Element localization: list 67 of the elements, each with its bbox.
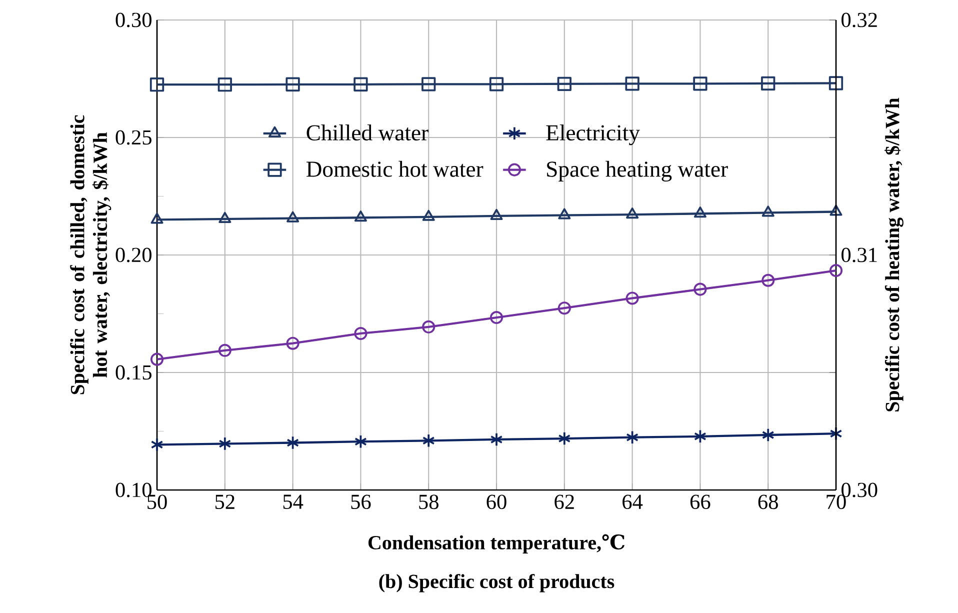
y-tick-label: 0.25 (116, 130, 152, 145)
point (422, 77, 436, 92)
point (354, 77, 368, 92)
x-tick-label: 62 (554, 494, 574, 510)
point (762, 206, 774, 217)
point (761, 76, 776, 91)
point (354, 326, 368, 340)
point (490, 432, 503, 447)
x-tick-label: 56 (351, 494, 371, 510)
legend-label: Electricity (546, 124, 640, 146)
point (694, 206, 706, 218)
point (829, 264, 843, 278)
point (354, 434, 367, 449)
point (490, 310, 504, 324)
point (218, 344, 232, 357)
point (694, 282, 707, 296)
point (286, 211, 300, 222)
y2-tick-label: 0.32 (842, 12, 877, 28)
y-tick-label: 0.15 (116, 365, 152, 380)
point (830, 204, 842, 216)
point (422, 320, 436, 334)
x-tick-label: 68 (758, 494, 778, 510)
y2-tick-label: 0.31 (842, 248, 877, 262)
point (626, 208, 639, 219)
x-tick-label: 58 (419, 494, 438, 510)
point (762, 428, 774, 442)
point (625, 76, 640, 91)
text: (b) Specific cost of products (379, 574, 614, 592)
point (150, 352, 164, 366)
point (830, 426, 842, 441)
point (286, 436, 300, 450)
point (422, 210, 435, 221)
point (218, 436, 232, 451)
point (762, 274, 775, 287)
legend-label: Chilled water (306, 124, 428, 140)
legend-label: Domestic hot water (306, 160, 484, 177)
point (218, 212, 232, 224)
point (422, 434, 435, 448)
x-tick-label: 52 (215, 494, 234, 510)
point (490, 208, 503, 220)
point (626, 430, 639, 444)
point (558, 302, 571, 315)
x-tick-label: 60 (486, 494, 506, 510)
y2-axis-title: Specific cost of heating water, $/kWh (884, 98, 904, 412)
x-tick-label: 54 (283, 494, 304, 509)
point (693, 76, 708, 91)
point (558, 431, 571, 446)
x-tick-label: 66 (690, 494, 710, 510)
point (558, 208, 571, 220)
x-tick-label: 64 (622, 494, 643, 510)
y-tick-label: 0.20 (116, 248, 152, 262)
y-tick-label: 0.30 (116, 12, 152, 28)
x-axis-title: Condensation temperature,℃ (368, 534, 624, 554)
legend-label: Space heating water (547, 160, 728, 182)
point (557, 76, 572, 91)
point (626, 292, 639, 305)
point (150, 78, 164, 92)
point (489, 77, 504, 92)
point (286, 77, 300, 92)
y-axis-title: Specific cost of chilled, domestic hot water, electricity, $/kWh (70, 115, 112, 394)
point (150, 212, 164, 224)
point (218, 78, 232, 92)
point (286, 336, 300, 350)
point (694, 429, 706, 444)
point (354, 210, 367, 222)
point (828, 76, 844, 90)
point (150, 438, 164, 452)
